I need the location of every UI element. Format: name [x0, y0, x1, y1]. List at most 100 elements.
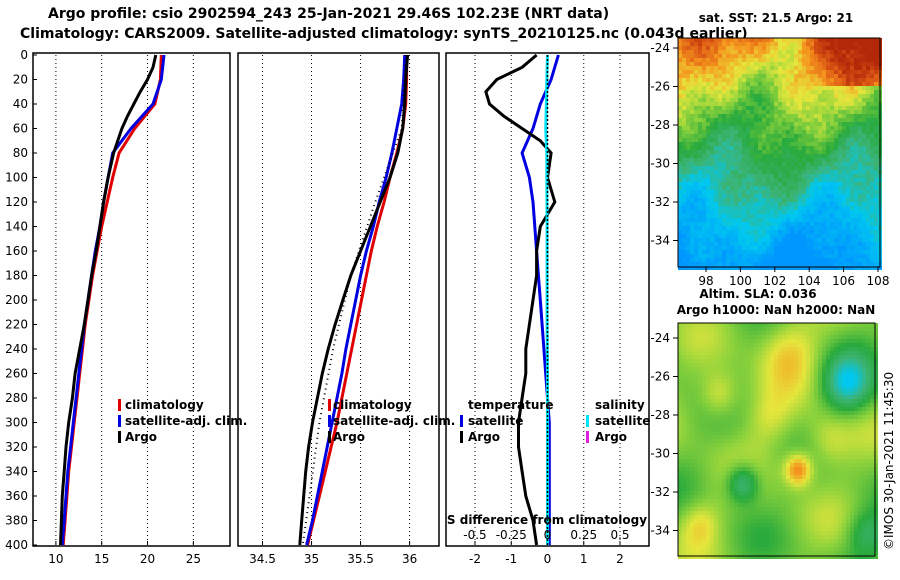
sst-pixel [718, 258, 722, 262]
sst-pixel [730, 222, 734, 226]
sst-pixel [766, 62, 770, 66]
sst-pixel [842, 206, 846, 210]
sla-pixel [786, 391, 790, 395]
sst-pixel [870, 110, 874, 114]
sla-pixel [838, 455, 842, 459]
sst-pixel [854, 170, 858, 174]
sst-pixel [806, 62, 810, 66]
sla-pixel [702, 471, 706, 475]
sst-pixel [730, 146, 734, 150]
sst-pixel [682, 130, 686, 134]
sla-pixel [854, 339, 858, 343]
sla-pixel [858, 415, 862, 419]
sst-pixel [734, 98, 738, 102]
sst-pixel [866, 254, 870, 258]
sla-pixel [818, 387, 822, 391]
sst-pixel [754, 66, 758, 70]
sst-pixel [794, 222, 798, 226]
sst-pixel [810, 134, 814, 138]
sst-pixel [834, 262, 838, 266]
sst-pixel [758, 266, 762, 270]
sst-pixel [862, 46, 866, 50]
sla-pixel [758, 423, 762, 427]
sst-pixel [750, 222, 754, 226]
sla-pixel [862, 431, 866, 435]
sst-pixel [730, 110, 734, 114]
sla-pixel [762, 415, 766, 419]
sst-pixel [730, 202, 734, 206]
sst-pixel [798, 206, 802, 210]
sst-pixel [702, 194, 706, 198]
sst-pixel [774, 90, 778, 94]
sst-pixel [678, 42, 682, 46]
sst-pixel [806, 162, 810, 166]
sst-pixel [826, 150, 830, 154]
sla-pixel [850, 467, 854, 471]
sst-pixel [818, 126, 822, 130]
sst-pixel [750, 138, 754, 142]
sla-pixel [802, 363, 806, 367]
sst-pixel [694, 78, 698, 82]
sst-pixel [714, 54, 718, 58]
sst-pixel [806, 70, 810, 74]
sst-pixel [734, 86, 738, 90]
sst-pixel [710, 122, 714, 126]
sst-pixel [686, 250, 690, 254]
sst-pixel [794, 126, 798, 130]
sst-pixel [730, 242, 734, 246]
sst-pixel [770, 206, 774, 210]
sst-pixel [730, 78, 734, 82]
sst-pixel [698, 202, 702, 206]
sst-pixel [762, 222, 766, 226]
sla-pixel [678, 431, 682, 435]
sst-pixel [806, 134, 810, 138]
sst-pixel [866, 102, 870, 106]
sst-pixel [842, 42, 846, 46]
sla-pixel [774, 443, 778, 447]
sst-pixel [694, 246, 698, 250]
sla-pixel [738, 443, 742, 447]
sst-pixel [730, 190, 734, 194]
sla-pixel [698, 451, 702, 455]
sst-pixel [742, 138, 746, 142]
sla-pixel [822, 395, 826, 399]
sst-pixel [830, 198, 834, 202]
sla-pixel [682, 419, 686, 423]
sla-pixel [730, 439, 734, 443]
sst-pixel [686, 166, 690, 170]
sst-pixel [766, 114, 770, 118]
sst-pixel [762, 98, 766, 102]
legend-swatch-temp-satellite [460, 415, 463, 427]
sla-pixel [834, 323, 838, 327]
sst-pixel [802, 90, 806, 94]
sst-pixel [758, 206, 762, 210]
sst-pixel [830, 110, 834, 114]
sst-pixel [722, 186, 726, 190]
sla-pixel [682, 363, 686, 367]
sla-pixel [722, 431, 726, 435]
sst-pixel [874, 158, 878, 162]
sst-pixel [814, 218, 818, 222]
sst-pixel [850, 266, 854, 270]
sst-pixel [714, 190, 718, 194]
sla-pixel [806, 327, 810, 331]
sla-pixel [754, 347, 758, 351]
sst-pixel [726, 214, 730, 218]
sst-pixel [806, 222, 810, 226]
sst-pixel [858, 114, 862, 118]
temperature-legend: climatology satellite-adj. clim. Argo [118, 398, 247, 444]
sst-pixel [678, 246, 682, 250]
sla-pixel [814, 391, 818, 395]
sla-pixel [774, 387, 778, 391]
sla-pixel [742, 439, 746, 443]
sla-pixel [810, 403, 814, 407]
legend-swatch-satellite [118, 415, 121, 427]
sst-pixel [786, 222, 790, 226]
sst-pixel [762, 210, 766, 214]
sla-pixel [730, 379, 734, 383]
sst-pixel [754, 106, 758, 110]
sst-pixel [810, 154, 814, 158]
sla-pixel [702, 467, 706, 471]
sla-pixel [690, 367, 694, 371]
sst-pixel [802, 194, 806, 198]
